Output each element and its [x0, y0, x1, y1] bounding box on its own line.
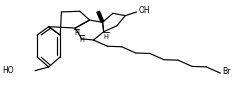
- Text: OH: OH: [138, 6, 150, 15]
- Text: H: H: [103, 34, 108, 40]
- Text: H: H: [74, 30, 79, 36]
- Text: HO: HO: [2, 66, 14, 75]
- Text: H: H: [79, 37, 84, 43]
- Text: Br: Br: [223, 67, 231, 76]
